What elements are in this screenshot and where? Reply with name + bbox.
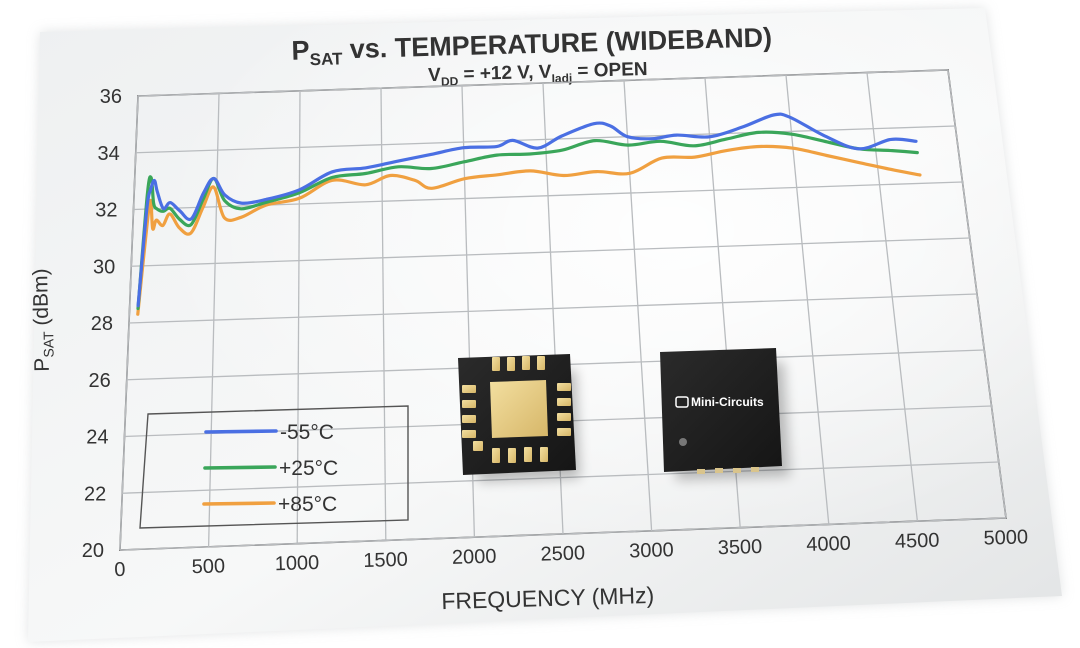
legend-swatch <box>203 465 277 470</box>
y-tick-label: 34 <box>98 143 120 165</box>
x-tick-label: 4000 <box>806 533 851 556</box>
y-tick-label: 28 <box>91 313 113 335</box>
x-tick-label: 3000 <box>629 539 674 562</box>
chip-bottom-view <box>458 354 580 482</box>
y-tick-labels: 20 22 24 26 28 30 32 34 36 <box>82 86 122 562</box>
y-tick-label: 26 <box>89 370 111 392</box>
logo-icon <box>675 396 689 408</box>
chip-logo: Mini-Circuits <box>691 395 764 409</box>
x-tick-label: 0 <box>114 559 126 581</box>
y-gridline <box>137 69 949 97</box>
y-gridline <box>131 237 970 267</box>
legend-label: +25°C <box>279 457 338 480</box>
y-gridline <box>119 517 1007 551</box>
y-gridline <box>128 293 978 324</box>
series-line-0 <box>136 112 918 308</box>
chip-top-view: Mini-Circuits <box>660 348 790 480</box>
y-tick-label: 32 <box>95 200 117 222</box>
legend-swatch <box>202 501 276 506</box>
y-tick-label: 30 <box>93 256 115 278</box>
legend: -55°C +25°C +85°C <box>139 405 409 529</box>
x-axis-label: FREQUENCY (MHz) <box>441 582 655 614</box>
legend-box <box>139 405 409 529</box>
x-tick-label: 2500 <box>540 542 585 565</box>
y-axis-label: PSAT (dBm) <box>29 268 57 372</box>
series-line-1 <box>136 130 919 311</box>
x-tick-labels: 0 500 1000 1500 2000 2500 3000 3500 4000 4500 5000 <box>114 526 1028 581</box>
x-tick-label: 2000 <box>452 546 497 569</box>
series-lines <box>136 112 922 316</box>
y-tick-label: 20 <box>82 540 104 562</box>
legend-swatch <box>204 429 278 434</box>
x-tick-label: 3500 <box>717 536 762 559</box>
x-tick-label: 500 <box>191 555 225 578</box>
x-tick-label: 1500 <box>363 549 408 572</box>
y-tick-label: 24 <box>86 427 108 449</box>
y-tick-label: 36 <box>100 86 122 108</box>
x-tick-label: 5000 <box>983 526 1028 549</box>
legend-label: -55°C <box>280 421 334 444</box>
x-tick-label: 4500 <box>895 530 940 553</box>
series-line-2 <box>136 144 922 316</box>
y-gridline <box>135 125 956 154</box>
y-tick-label: 22 <box>84 483 106 505</box>
legend-label: +85°C <box>278 493 337 516</box>
x-tick-label: 1000 <box>274 552 319 575</box>
